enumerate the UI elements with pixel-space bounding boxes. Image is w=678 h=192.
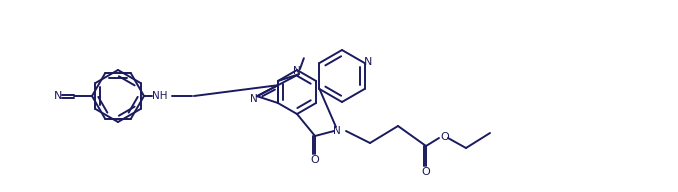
- Text: O: O: [311, 155, 319, 165]
- Text: N: N: [54, 91, 62, 101]
- Text: O: O: [422, 167, 431, 177]
- Text: O: O: [441, 132, 450, 142]
- Text: N: N: [293, 66, 301, 76]
- Text: NH: NH: [153, 91, 167, 101]
- Text: N: N: [250, 94, 258, 104]
- Text: N: N: [364, 57, 373, 67]
- Text: N: N: [333, 126, 341, 136]
